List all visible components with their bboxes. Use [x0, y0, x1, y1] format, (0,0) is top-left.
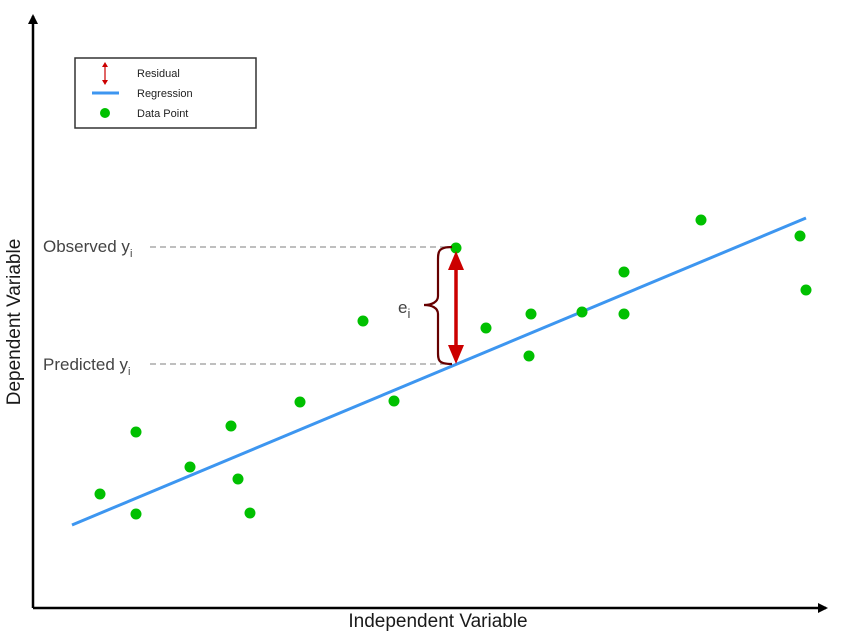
data-point-3	[130, 508, 142, 520]
residual-brace	[423, 245, 453, 366]
data-points	[94, 214, 812, 520]
data-point-13	[523, 350, 535, 362]
y-axis-label: Dependent Variable	[4, 239, 25, 406]
data-point-20	[800, 284, 812, 296]
data-point-11	[450, 242, 462, 254]
data-point-2	[130, 426, 142, 438]
residual-arrow	[448, 251, 464, 364]
data-point-19	[794, 230, 806, 242]
data-point-15	[576, 306, 588, 318]
legend-residual-label: Residual	[137, 68, 180, 80]
data-point-1	[94, 488, 106, 500]
x-axis-label: Independent Variable	[348, 611, 527, 632]
data-point-4	[184, 461, 196, 473]
data-point-9	[357, 315, 369, 327]
data-point-17	[618, 308, 630, 320]
data-point-5	[225, 420, 237, 432]
legend-regression-label: Regression	[137, 88, 193, 100]
predicted-label: Predicted yi	[43, 355, 131, 378]
legend: Residual Regression Data Point	[74, 57, 257, 129]
data-point-7	[244, 507, 256, 519]
residual-label: ei	[398, 298, 410, 321]
data-point-8	[294, 396, 306, 408]
data-point-12	[480, 322, 492, 334]
observed-label: Observed yi	[43, 237, 132, 260]
data-point-10	[388, 395, 400, 407]
legend-residual-icon	[102, 62, 108, 85]
legend-data-point-label: Data Point	[137, 108, 188, 120]
data-point-6	[232, 473, 244, 485]
regression-line	[71, 216, 807, 527]
data-point-16	[618, 266, 630, 278]
data-point-18	[695, 214, 707, 226]
legend-data-point-icon	[100, 108, 110, 118]
data-point-14	[525, 308, 537, 320]
